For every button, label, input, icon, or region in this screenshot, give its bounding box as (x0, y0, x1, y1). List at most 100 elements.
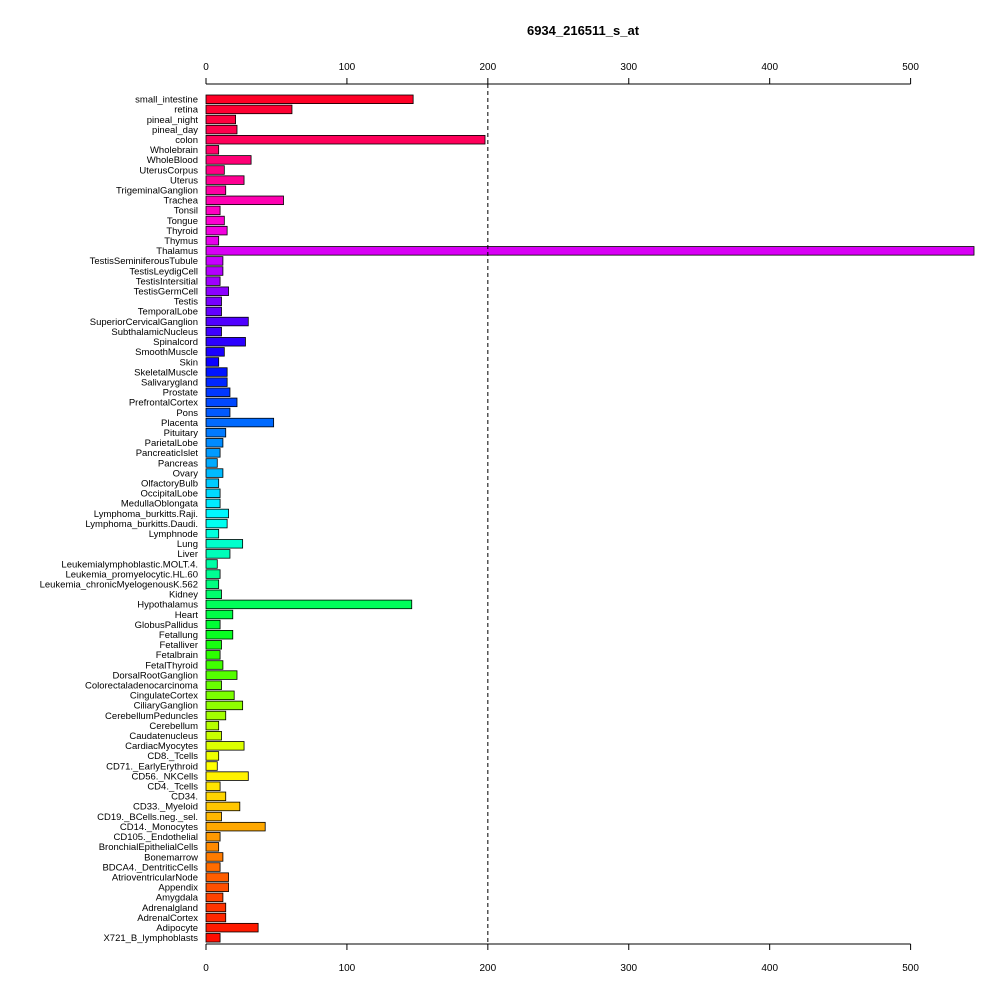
bar-X721_B_lymphoblasts (205, 933, 221, 943)
category-label: Lymphoma_burkitts.Daudi. (85, 519, 198, 530)
category-label: TrigeminalGanglion (116, 186, 198, 197)
top-tick-label: 0 (203, 62, 209, 73)
bottom-tick-label: 300 (620, 963, 637, 974)
bar-TestisIntersitial (205, 276, 221, 286)
category-label: Adrenalgland (142, 903, 198, 914)
category-label: Salivarygland (141, 377, 198, 388)
category-label: Leukemia_promyelocytic.HL.60 (65, 569, 198, 580)
bar-Fetallung (205, 630, 234, 640)
bar-Hypothalamus (205, 599, 413, 610)
category-label: CingulateCortex (130, 691, 198, 702)
bar-Thyroid (205, 225, 228, 236)
category-label: Pancreas (158, 458, 198, 469)
bar-Pituitary (205, 427, 227, 438)
category-label: retina (174, 105, 198, 116)
category-label: CiliaryGanglion (134, 701, 198, 712)
bar-GlobusPallidus (205, 619, 221, 630)
bottom-tick-label: 400 (761, 963, 778, 974)
category-label: Heart (175, 610, 199, 621)
bar-colon (205, 135, 486, 145)
bar-CerebellumPeduncles (205, 710, 227, 721)
bar-CiliaryGanglion (205, 700, 244, 711)
category-label: CD8._Tcells (147, 751, 198, 762)
category-label: CardiacMyocytes (125, 741, 198, 752)
bar-ParietalLobe (205, 438, 224, 448)
category-label: small_intestine (135, 95, 198, 106)
category-label: Colorectaladenocarcinoma (85, 681, 199, 692)
top-tick-label: 300 (620, 62, 637, 73)
category-label: AdrenalCortex (137, 913, 198, 924)
bar-pineal_night (205, 114, 236, 125)
bar-Prostate (205, 387, 231, 397)
bar-PancreaticIslet (205, 448, 221, 458)
bar-Tongue (205, 215, 225, 226)
bar-Appendix (205, 882, 229, 892)
category-label: Leukemia_chronicMyelogenousK.562 (40, 580, 198, 591)
category-label: Adipocyte (156, 923, 198, 934)
category-label: OlfactoryBulb (141, 478, 198, 489)
bar-Pons (205, 407, 231, 418)
bar-Liver (205, 549, 231, 559)
bar-DorsalRootGanglion (205, 670, 238, 680)
bar-SuperiorCervicalGanglion (205, 316, 249, 327)
bar-TrigeminalGanglion (205, 185, 227, 195)
bar-Bonemarrow (205, 852, 224, 862)
category-label: Trachea (164, 196, 199, 207)
bottom-tick-label: 0 (203, 963, 209, 974)
category-label: Leukemialymphoblastic.MOLT.4. (61, 559, 198, 570)
category-label: CD71._EarlyErythroid (106, 761, 198, 772)
bar-Kidney (205, 589, 222, 600)
bar-CD56._NKCells (205, 771, 249, 781)
bar-SubthalamicNucleus (205, 326, 222, 337)
category-label: Pituitary (164, 428, 199, 439)
bar-pineal_day (205, 124, 238, 135)
bar-WholeBlood (205, 155, 252, 165)
bar-Ovary (205, 468, 224, 478)
category-label: pineal_day (152, 125, 198, 136)
bar-TestisSeminiferousTubule (205, 256, 224, 266)
bar-Wholebrain (205, 145, 220, 155)
bar-CD71._EarlyErythroid (205, 761, 218, 771)
bar-Leukemia_chronicMyelogenousK.562 (205, 579, 220, 589)
category-label: Wholebrain (150, 145, 198, 156)
category-label: TestisGermCell (134, 287, 198, 298)
category-label: Uterus (170, 175, 198, 186)
category-label: Appendix (158, 883, 198, 894)
category-label: TestisSeminiferousTubule (90, 256, 198, 267)
category-label: Skin (180, 357, 198, 368)
bar-Testis (205, 296, 222, 307)
category-label: Testis (174, 297, 199, 308)
category-label: Cerebellum (149, 721, 198, 732)
category-label: Fetallung (159, 630, 198, 641)
category-label: Hypothalamus (137, 600, 198, 611)
category-label: Lymphoma_burkitts.Raji. (94, 509, 198, 520)
bar-OlfactoryBulb (205, 478, 220, 488)
category-label: UterusCorpus (139, 165, 198, 176)
bar-Thalamus (205, 246, 975, 256)
category-label: colon (175, 135, 198, 146)
category-label: PancreaticIslet (136, 448, 199, 459)
bar-Fetalbrain (205, 650, 221, 660)
bar-SkeletalMuscle (205, 367, 228, 377)
category-label: FetalThyroid (145, 660, 198, 671)
category-label: Amygdala (156, 893, 199, 904)
bar-TemporalLobe (205, 306, 222, 317)
top-axis: 0 100 200 300 400 500 (203, 62, 919, 85)
bar-CingulateCortex (205, 690, 235, 701)
category-label: X721_B_lymphoblasts (103, 933, 198, 944)
bar-retina (205, 104, 293, 115)
category-label: Prostate (163, 388, 198, 399)
category-label: BronchialEpithelialCells (99, 842, 199, 853)
bar-Leukemialymphoblastic.MOLT.4. (205, 559, 218, 569)
category-label: SkeletalMuscle (134, 367, 198, 378)
category-label: CD33._Myeloid (133, 802, 198, 813)
bar-AdrenalCortex (205, 912, 227, 923)
bar-small_intestine (205, 94, 414, 105)
category-label: pineal_night (147, 115, 199, 126)
category-label: WholeBlood (147, 155, 198, 166)
bar-CD8._Tcells (205, 751, 220, 761)
category-label: Placenta (161, 418, 199, 429)
category-label: Lymphnode (149, 529, 198, 540)
bar-Placenta (205, 417, 275, 428)
